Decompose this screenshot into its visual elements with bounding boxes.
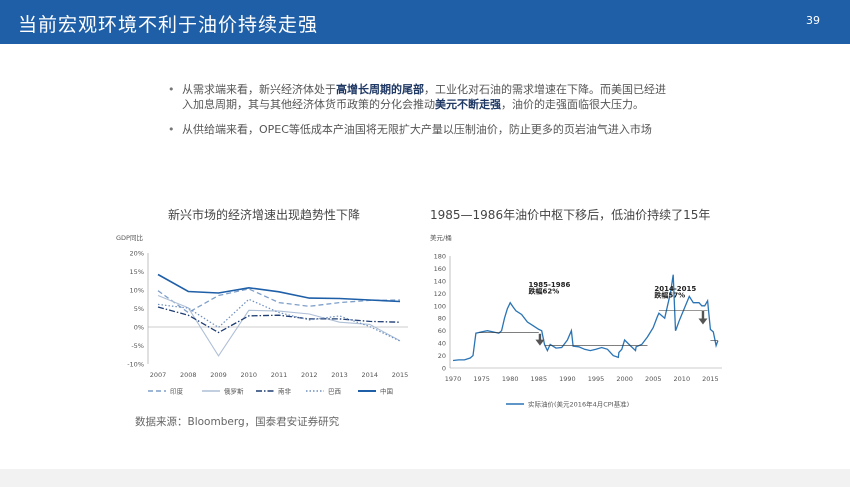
y-tick-label: 5% (134, 305, 144, 313)
y-tick-label: 100 (434, 302, 446, 310)
bullet-run: ，油价的走强面临很大压力。 (501, 98, 644, 111)
bullet-emphasis: 美元不断走强 (435, 98, 501, 111)
x-tick-label: 2014 (361, 371, 378, 379)
y-tick-label: -10% (127, 361, 144, 369)
legend-label: 巴西 (328, 388, 342, 396)
oil-chart-title: 1985—1986年油价中枢下移后，低油价持续了15年 (430, 208, 711, 222)
x-tick-label: 2015 (702, 375, 719, 383)
slide-header: 当前宏观环境不利于油价持续走强 39 (0, 0, 850, 44)
y-tick-label: 60 (438, 327, 446, 335)
x-tick-label: 1970 (445, 375, 462, 383)
y-tick-label: 0% (134, 324, 144, 332)
drop-arrow-head (535, 339, 545, 346)
x-tick-label: 2005 (645, 375, 662, 383)
annotation-label: 2014-2015 (654, 285, 696, 293)
y-axis-label: 美元/桶 (430, 233, 452, 242)
bullet-text: 从供给端来看，OPEC等低成本产油国将无限扩大产量以压制油价，防止更多的页岩油气… (182, 123, 652, 136)
x-tick-label: 2000 (616, 375, 633, 383)
legend-label: 中国 (380, 387, 393, 396)
y-tick-label: 160 (434, 265, 446, 273)
legend-label: 南非 (278, 387, 292, 396)
x-tick-label: 2011 (271, 371, 288, 379)
series-line-中国 (157, 273, 401, 303)
x-tick-label: 1975 (473, 375, 490, 383)
gdp-chart-title: 新兴市场的经济增速出现趋势性下降 (168, 208, 361, 222)
bullet-supply: • 从供给端来看，OPEC等低成本产油国将无限扩大产量以压制油价，防止更多的页岩油… (168, 122, 668, 137)
x-tick-label: 1980 (502, 375, 519, 383)
oil-price-chart: 美元/桶 180 160 140 120 100 80 60 40 20 0 1970 1975 1980… (430, 233, 722, 409)
bullet-list: • 从需求端来看，新兴经济体处于高增长周期的尾部，工业化对石油的需求增速在下降。而… (168, 82, 668, 147)
x-tick-label: 2008 (180, 371, 197, 379)
x-tick-label: 2012 (301, 371, 318, 379)
x-tick-label: 1995 (588, 375, 605, 383)
oil-price-line (452, 274, 719, 362)
annotation-label: 1985-1986 (529, 281, 571, 289)
y-axis-label: GDP同比 (116, 233, 143, 242)
page-number: 39 (806, 14, 820, 27)
source-note: 数据来源：Bloomberg，国泰君安证券研究 (135, 416, 340, 428)
y-tick-label: 40 (438, 340, 446, 348)
y-tick-label: 120 (434, 290, 446, 298)
x-tick-label: 2010 (674, 375, 691, 383)
bullet-demand: • 从需求端来看，新兴经济体处于高增长周期的尾部，工业化对石油的需求增速在下降。而… (168, 82, 668, 112)
x-tick-label: 2009 (210, 371, 227, 379)
series-line-印度 (157, 288, 401, 314)
bullet-run: 从供给端来看，OPEC等低成本产油国将无限扩大产量以压制油价，防止更多的页岩油气… (182, 123, 652, 136)
series-line-巴西 (157, 298, 401, 342)
x-tick-label: 2007 (150, 371, 167, 379)
legend-label: 俄罗斯 (224, 387, 244, 396)
y-tick-label: 20% (130, 250, 144, 258)
bullet-text: 从需求端来看，新兴经济体处于高增长周期的尾部，工业化对石油的需求增速在下降。而美… (182, 83, 666, 111)
y-tick-label: 10% (130, 287, 144, 295)
y-tick-label: 0 (442, 365, 446, 373)
x-tick-label: 2013 (331, 371, 348, 379)
annotation-label: 跌幅57% (654, 291, 685, 300)
x-tick-label: 2010 (240, 371, 257, 379)
bullet-run: 从需求端来看，新兴经济体处于 (182, 83, 336, 96)
x-tick-label: 1985 (531, 375, 548, 383)
y-tick-label: 180 (434, 253, 446, 261)
bottom-band (0, 469, 850, 487)
x-tick-label: 2015 (392, 371, 409, 379)
y-tick-label: 20 (438, 352, 446, 360)
gdp-growth-chart: GDP同比 20% 15% 10% 5% 0% -5% -10% 2007 2008 2009 201… (116, 233, 409, 396)
y-tick-label: 15% (130, 268, 144, 276)
slide-body (0, 44, 850, 469)
bullet-run: ，工业化对石油的需求增速在下降。而美国已经进入加息周期，其与其他经济体货币政策的… (182, 83, 666, 111)
series-line-南非 (157, 306, 401, 334)
bullet-emphasis: 高增长周期的尾部 (336, 83, 424, 96)
legend-label: 印度 (170, 387, 184, 396)
series-line-俄罗斯 (157, 294, 401, 357)
slide-title: 当前宏观环境不利于油价持续走强 (18, 14, 319, 36)
y-tick-label: 140 (434, 277, 446, 285)
y-tick-label: -5% (131, 342, 144, 350)
bullet-marker: • (168, 83, 175, 96)
legend-label: 实际油价(美元2016年4月CPI基准) (528, 400, 629, 409)
annotation-label: 跌幅62% (529, 286, 560, 295)
drop-arrow-head (698, 318, 708, 325)
bullet-marker: • (168, 123, 175, 136)
x-tick-label: 1990 (559, 375, 576, 383)
y-tick-label: 80 (438, 315, 446, 323)
